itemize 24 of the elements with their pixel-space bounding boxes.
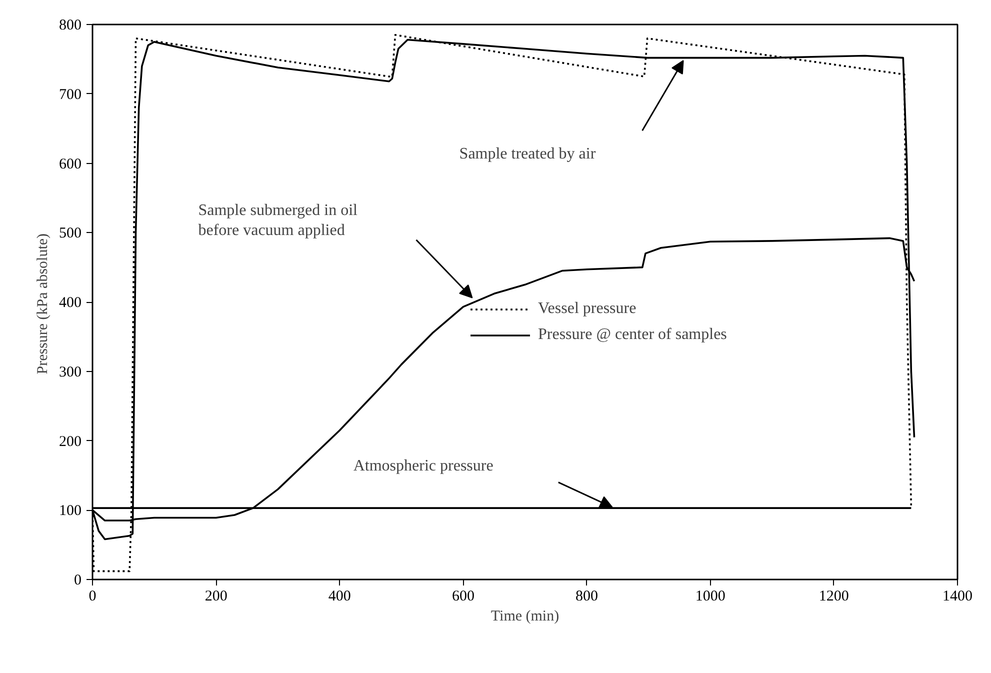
annotation: Sample submerged in oil before vacuum applied [198, 202, 358, 240]
x-tick-label: 1000 [695, 588, 726, 604]
y-tick-label: 500 [59, 226, 82, 242]
x-tick-label: 1400 [942, 588, 972, 604]
y-tick-label: 100 [59, 503, 82, 520]
y-tick-label: 600 [59, 156, 82, 172]
legend-label: Pressure @ center of samples [538, 326, 727, 344]
x-tick-label: 0 [88, 588, 96, 604]
y-tick-label: 300 [59, 364, 82, 380]
y-tick-label: 800 [59, 18, 82, 34]
x-tick-label: 1200 [818, 588, 849, 604]
x-tick-label: 600 [452, 588, 474, 604]
y-tick-label: 400 [59, 295, 82, 311]
legend-label: Vessel pressure [538, 300, 636, 318]
x-tick-label: 200 [204, 588, 228, 604]
annotation: Sample treated by air [459, 146, 596, 163]
x-tick-label: 800 [576, 588, 598, 604]
annotation: Atmospheric pressure [353, 457, 494, 474]
y-tick-label: 0 [74, 572, 82, 588]
y-tick-label: 700 [59, 86, 82, 103]
x-tick-label: 400 [328, 588, 351, 604]
y-axis-title: Pressure (kPa absolute) [35, 233, 51, 374]
x-axis-title: Time (min) [490, 608, 560, 624]
y-tick-label: 200 [59, 434, 82, 450]
